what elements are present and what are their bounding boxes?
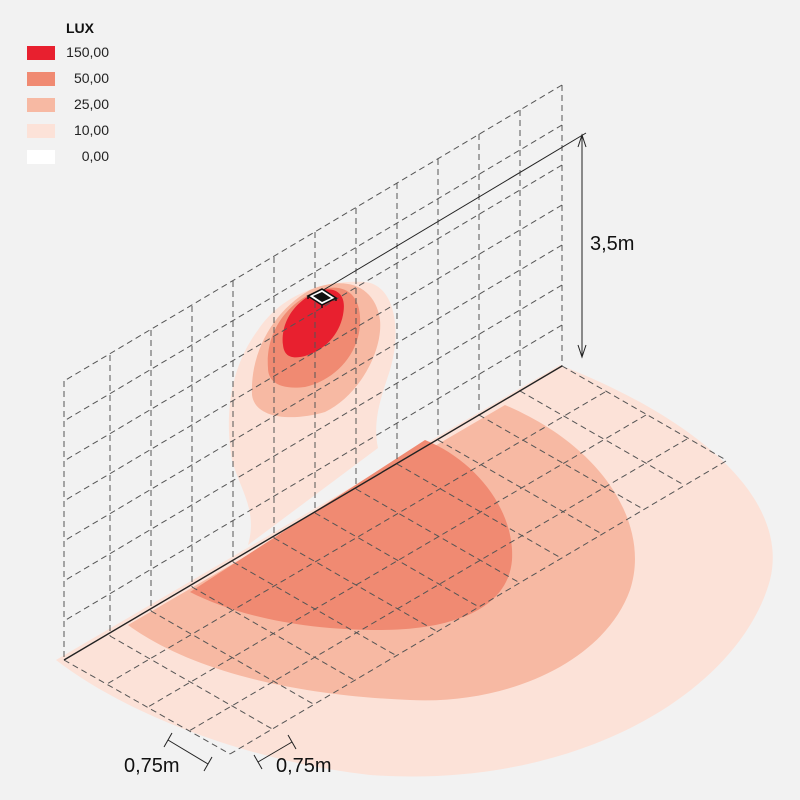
legend-title: LUX (66, 20, 94, 36)
legend-item-25: 25,00 (27, 96, 109, 122)
legend-swatch-50 (27, 72, 55, 86)
legend-label-50: 50,00 (73, 70, 109, 86)
floor-lux-contours (56, 365, 773, 777)
legend-label-0: 0,00 (81, 148, 109, 164)
legend-item-50: 50,00 (27, 70, 109, 96)
lux-legend: LUX 150,00 50,00 25,00 10,00 0,00 (27, 20, 109, 174)
floor-grid (63, 365, 727, 755)
legend-item-150: 150,00 (27, 44, 109, 70)
height-dimension (319, 132, 587, 359)
spacing-label-right: 0,75m (276, 755, 332, 777)
legend-swatch-25 (27, 98, 55, 112)
floor-contour-50 (190, 440, 513, 630)
legend-label-150: 150,00 (66, 44, 109, 60)
wall-luminaire-icon (306, 288, 338, 308)
wall-grid (63, 84, 563, 660)
wall-lux-contours (228, 281, 396, 545)
spacing-dimensions (163, 732, 297, 772)
legend-swatch-150 (27, 46, 55, 60)
legend-item-0: 0,00 (27, 148, 109, 174)
spacing-label-left: 0,75m (124, 755, 180, 777)
legend-swatch-10 (27, 124, 55, 138)
height-dimension-label: 3,5m (590, 233, 635, 255)
legend-swatch-0 (27, 150, 55, 164)
wall-floor-edge (63, 365, 563, 661)
legend-item-10: 10,00 (27, 122, 109, 148)
legend-label-10: 10,00 (73, 122, 109, 138)
wall-contour-150 (282, 289, 344, 358)
legend-label-25: 25,00 (73, 96, 109, 112)
